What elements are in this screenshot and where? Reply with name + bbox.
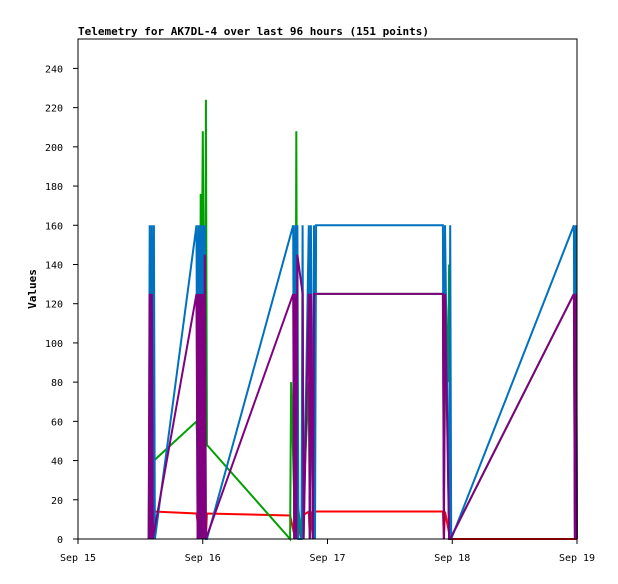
x-tick-label: Sep 18	[434, 553, 470, 564]
x-tick-label: Sep 15	[60, 553, 96, 564]
x-tick-label: Sep 16	[185, 553, 221, 564]
y-tick-label: 20	[51, 496, 63, 507]
x-tick-label: Sep 17	[309, 553, 345, 564]
y-tick-label: 160	[45, 221, 63, 232]
y-axis-label: Values	[26, 269, 39, 309]
y-tick-label: 240	[45, 64, 63, 75]
y-tick-label: 140	[45, 260, 63, 271]
y-axis: 0 20 40 60 80 100 120 140 160 180 200 220 240	[45, 64, 78, 546]
chart-title: Telemetry for AK7DL-4 over last 96 hours…	[78, 25, 429, 38]
series-line-4	[147, 254, 578, 540]
x-tick-label: Sep 19	[559, 553, 595, 564]
y-tick-label: 60	[51, 417, 63, 428]
y-tick-label: 0	[57, 535, 63, 546]
y-tick-label: 120	[45, 300, 63, 311]
x-axis: Sep 15 Sep 16 Sep 17 Sep 18 Sep 19	[60, 539, 595, 564]
y-tick-label: 180	[45, 182, 63, 193]
plot-area	[147, 99, 578, 542]
y-tick-label: 220	[45, 104, 63, 115]
y-tick-label: 40	[51, 457, 63, 468]
y-tick-label: 200	[45, 143, 63, 154]
y-tick-label: 80	[51, 378, 63, 389]
y-tick-label: 100	[45, 339, 63, 350]
